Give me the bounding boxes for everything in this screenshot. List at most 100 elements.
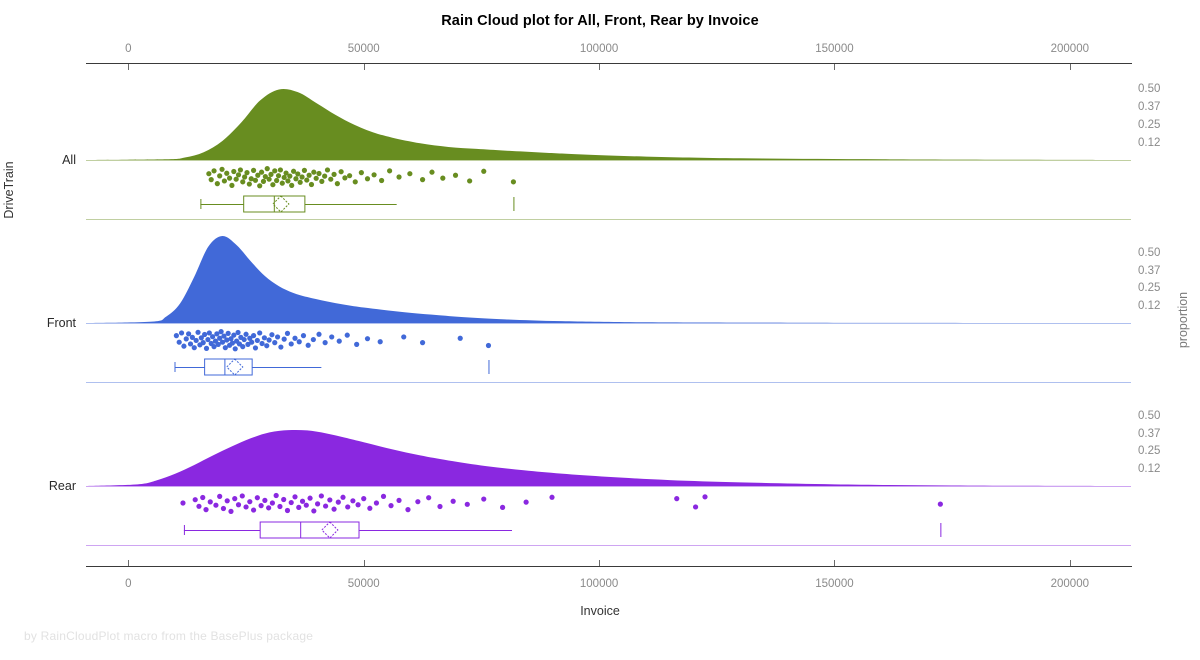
data-point: [292, 494, 298, 500]
data-point: [249, 339, 255, 345]
data-point: [407, 171, 413, 177]
data-point: [214, 181, 220, 187]
data-point: [219, 339, 226, 345]
category-label-all: All: [62, 153, 76, 167]
data-point: [419, 177, 426, 183]
data-point: [293, 176, 299, 182]
data-point: [329, 334, 335, 340]
data-point: [224, 498, 230, 504]
data-point: [306, 172, 312, 178]
data-point: [272, 168, 278, 174]
data-point: [228, 336, 234, 342]
data-point: [311, 169, 317, 175]
data-point: [261, 335, 267, 341]
data-point: [304, 177, 310, 183]
data-point: [347, 173, 353, 179]
data-point: [364, 176, 371, 182]
data-point: [426, 495, 432, 501]
data-point: [338, 169, 344, 175]
x-axis-tick-top-4: [1069, 64, 1071, 70]
data-point: [248, 176, 254, 182]
data-point: [287, 173, 293, 179]
data-point: [260, 178, 267, 184]
x-axis-tick-label-top-1: 50000: [347, 43, 380, 55]
data-point: [243, 331, 249, 337]
x-axis-tick-top-2: [599, 64, 601, 70]
box-iqr: [259, 521, 360, 539]
data-point: [481, 496, 487, 502]
data-point: [937, 501, 943, 507]
data-point: [278, 344, 284, 350]
x-axis-line-bottom: [86, 566, 1132, 567]
data-point: [300, 333, 307, 339]
data-point: [235, 329, 241, 336]
data-point: [240, 344, 246, 350]
data-point: [324, 167, 331, 173]
data-point: [203, 507, 209, 513]
data-point: [215, 341, 221, 347]
data-point: [254, 495, 260, 501]
data-point: [203, 345, 210, 351]
data-point: [228, 508, 234, 514]
data-point: [277, 167, 284, 173]
data-point: [268, 171, 274, 177]
data-point: [211, 344, 217, 350]
data-point: [200, 340, 206, 346]
proportion-tick-label-all-1: 0.37: [1138, 101, 1161, 114]
data-point: [235, 172, 242, 178]
data-point: [273, 492, 279, 499]
data-point: [211, 168, 217, 174]
data-point: [336, 338, 342, 344]
chart-title: Rain Cloud plot for All, Front, Rear by …: [441, 13, 759, 29]
data-point: [274, 177, 280, 184]
proportion-tick-label-front-0: 0.50: [1138, 246, 1161, 259]
data-point: [674, 496, 680, 502]
data-point: [275, 173, 282, 179]
data-point: [281, 174, 287, 181]
data-point: [290, 168, 297, 174]
x-axis-tick-bottom-2: [599, 560, 601, 566]
data-point: [181, 343, 187, 349]
data-point: [313, 175, 319, 181]
data-point: [485, 342, 492, 349]
data-point: [221, 178, 227, 184]
x-axis-tick-label-bottom-4: 200000: [1050, 578, 1089, 590]
data-point: [266, 505, 272, 511]
data-point: [254, 337, 260, 344]
data-point: [270, 182, 276, 188]
data-point: [173, 333, 179, 339]
data-point: [191, 345, 197, 351]
proportion-tick-label-all-3: 0.12: [1138, 136, 1161, 149]
x-axis-tick-label-top-3: 150000: [815, 43, 854, 55]
data-point: [318, 493, 324, 499]
data-point: [295, 171, 301, 177]
data-point: [258, 503, 264, 509]
proportion-tick-label-rear-2: 0.25: [1138, 444, 1161, 457]
data-point: [396, 497, 402, 503]
data-point: [213, 502, 219, 508]
data-point: [367, 505, 373, 511]
data-point: [193, 337, 199, 344]
data-point: [183, 336, 189, 342]
data-point: [355, 502, 361, 508]
data-point: [239, 493, 245, 499]
data-point: [187, 341, 194, 347]
data-point: [373, 500, 380, 506]
footer-credit: by RainCloudPlot macro from the BasePlus…: [24, 629, 314, 643]
data-point: [242, 174, 248, 180]
data-point: [322, 173, 328, 179]
data-point: [305, 342, 311, 348]
proportion-tick-label-front-2: 0.25: [1138, 281, 1161, 294]
data-point: [299, 498, 306, 504]
data-point: [405, 507, 411, 513]
data-point: [419, 340, 426, 346]
data-point: [379, 177, 385, 184]
data-point: [229, 182, 235, 188]
data-point: [345, 504, 351, 510]
data-point: [224, 337, 230, 343]
data-point: [549, 494, 555, 500]
data-point: [262, 173, 268, 180]
x-axis-tick-bottom-4: [1069, 560, 1071, 566]
